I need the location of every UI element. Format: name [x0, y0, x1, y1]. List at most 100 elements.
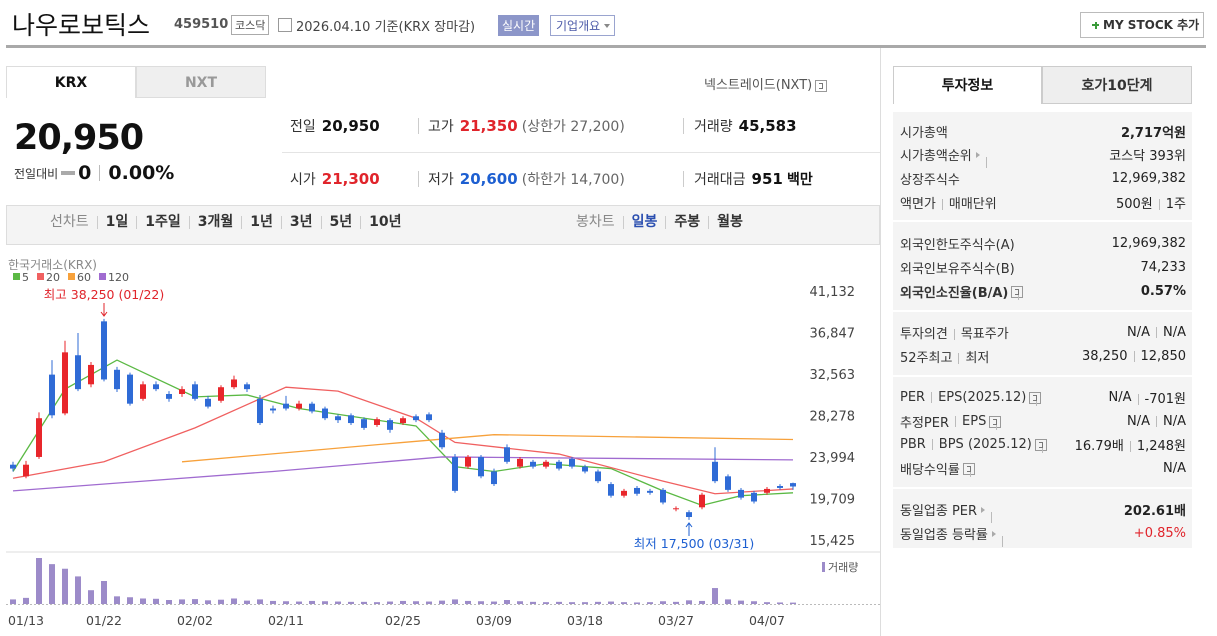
quote-value: 951 [751, 170, 783, 188]
x-tick-label: 02/25 [385, 613, 421, 628]
info-row: 외국인보유주식수(B) 74,233 [900, 258, 1186, 277]
period-button[interactable]: 주봉 [665, 215, 708, 229]
period-button[interactable]: 1일 [96, 215, 137, 229]
x-tick-label: 02/02 [177, 613, 213, 628]
candle-body [62, 352, 68, 414]
y-tick-label: 36,847 [810, 327, 856, 342]
volume-bar [361, 601, 367, 604]
date: 2026.04.10 기준(KRX 장마감) [296, 16, 475, 35]
help-icon[interactable] [1034, 438, 1047, 451]
candle-body [491, 471, 497, 485]
volume-bar [270, 600, 276, 604]
volume-bar [114, 596, 120, 604]
volume-bar [569, 602, 575, 604]
arrow-icon [981, 506, 986, 513]
info-label: 52주최고 [900, 351, 953, 366]
info-value: +0.85% [1133, 526, 1186, 541]
help-icon[interactable] [815, 79, 828, 92]
candle-body [777, 486, 783, 488]
quote-amount: 거래대금 951 백만 [694, 169, 813, 189]
candle-body [504, 447, 510, 462]
info-box [893, 112, 1192, 548]
candle-body [140, 384, 146, 399]
chart-source: 한국거래소(KRX) [8, 258, 97, 272]
volume-bar [517, 601, 523, 604]
period-button[interactable]: 1년 [241, 215, 281, 229]
ma-line [12, 456, 794, 492]
period-button[interactable]: 1주일 [136, 215, 189, 229]
help-icon[interactable] [989, 415, 1002, 428]
my-stock-label: MY STOCK 추가 [1103, 18, 1200, 32]
info-label: BPS (2025.12) [926, 437, 1032, 452]
info-rule [893, 375, 1192, 377]
x-tick-label: 03/27 [658, 613, 694, 628]
tab-krx[interactable]: KRX [6, 66, 136, 98]
volume-bar [777, 602, 783, 604]
volume-bar [400, 600, 406, 604]
candle-body [270, 408, 276, 411]
legend-swatch [37, 273, 44, 280]
period-button[interactable]: 월봉 [708, 215, 751, 229]
market-badge: 코스닥 [231, 15, 270, 35]
period-button[interactable]: 10년 [360, 215, 409, 229]
nxt-link[interactable]: 넥스트레이드(NXT) [704, 74, 828, 93]
volume-bar [23, 597, 29, 604]
quote-value: 20,600 [459, 170, 518, 188]
tab-info[interactable]: 투자정보 [893, 66, 1042, 104]
max-arrow [100, 303, 108, 317]
info-labels: 액면가 매매단위 [900, 193, 997, 212]
volume-bar [556, 601, 562, 604]
period-button[interactable]: 3년 [280, 215, 321, 229]
info-value: 12,850 [1128, 349, 1187, 364]
divider [99, 165, 101, 181]
candle-body [699, 494, 705, 508]
info-row: PBR BPS (2025.12) 16.79배 1,248원 [900, 435, 1186, 454]
period-bar [6, 205, 880, 245]
info-row: PER EPS(2025.12) N/A -701원 [900, 388, 1186, 407]
x-tick-label: 01/13 [8, 613, 44, 628]
info-values: 202.61배 [1124, 500, 1186, 519]
tab-nxt[interactable]: NXT [136, 66, 266, 98]
arrow-icon [975, 151, 980, 158]
period-title: 봉차트 [576, 214, 615, 230]
info-label: 외국인한도주식수(A) [900, 238, 1015, 253]
volume-bar [205, 600, 211, 604]
quote-label: 시가 [290, 172, 316, 188]
info-labels: 동일업종 등락률 [900, 524, 996, 543]
overview-button[interactable]: 기업개요 [550, 15, 616, 36]
candle-body [218, 387, 224, 401]
help-icon[interactable] [962, 462, 975, 475]
info-row: 시가총액 2,717억원 [900, 122, 1186, 141]
info-row: 배당수익률 N/A [900, 459, 1186, 478]
volume-bar [751, 601, 757, 604]
legend-swatch [99, 273, 106, 280]
candle-body [75, 355, 81, 390]
candle-body [478, 456, 484, 477]
candle-body [296, 403, 302, 409]
realtime-badge[interactable]: 실시간 [498, 15, 540, 36]
info-labels: 시가총액 [900, 122, 948, 141]
volume-bar [62, 568, 68, 604]
my-stock-button[interactable]: MY STOCK 추가 [1080, 12, 1204, 38]
volume-bar [218, 599, 224, 604]
period-button[interactable]: 3개월 [188, 215, 242, 229]
info-labels: 외국인한도주식수(A) [900, 234, 1015, 253]
volume-bar [608, 601, 614, 604]
help-icon[interactable] [1011, 285, 1024, 298]
quote-value: 20,950 [321, 117, 380, 135]
ma-line [181, 434, 794, 463]
info-values: N/A -701원 [1109, 388, 1186, 407]
tab-orderbook[interactable]: 호가10단계 [1042, 66, 1192, 104]
nxt-link-label: 넥스트레이드(NXT) [704, 78, 813, 93]
x-tick-label: 03/09 [476, 613, 512, 628]
period-button[interactable]: 일봉 [622, 215, 666, 229]
help-icon[interactable] [1029, 391, 1042, 404]
info-label: 최저 [952, 347, 989, 366]
info-values: 2,717억원 [1121, 122, 1186, 141]
volume-bar [491, 601, 497, 604]
volume-bar [309, 600, 315, 604]
candle-body [257, 398, 263, 424]
info-value: N/A [1150, 325, 1186, 340]
period-button[interactable]: 5년 [320, 215, 361, 229]
